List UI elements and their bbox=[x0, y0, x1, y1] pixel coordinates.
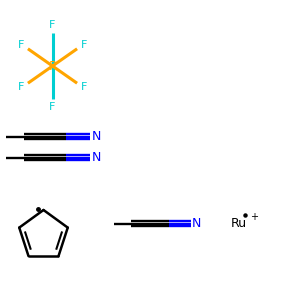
Text: F: F bbox=[49, 20, 56, 31]
Text: F: F bbox=[18, 82, 25, 92]
Text: N: N bbox=[192, 217, 201, 230]
Text: +: + bbox=[250, 212, 259, 222]
Text: F: F bbox=[80, 82, 87, 92]
Text: F: F bbox=[18, 40, 25, 50]
Text: F: F bbox=[80, 40, 87, 50]
Text: N: N bbox=[92, 151, 101, 164]
Text: P: P bbox=[49, 59, 56, 73]
Text: Ru: Ru bbox=[231, 217, 247, 230]
Text: N: N bbox=[92, 130, 101, 143]
Text: F: F bbox=[49, 101, 56, 112]
